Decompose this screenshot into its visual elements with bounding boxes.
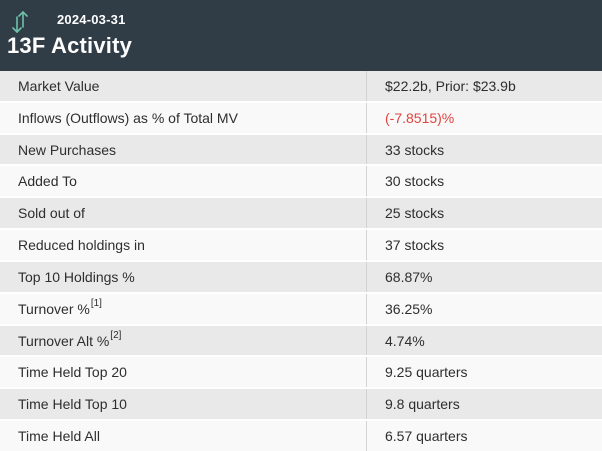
row-label-text: Sold out of (18, 205, 85, 222)
row-value: $22.2b, Prior: $23.9b (385, 77, 516, 94)
stats-table: Market Value $22.2b, Prior: $23.9b Inflo… (0, 71, 602, 451)
row-label: Time Held Top 10 (0, 389, 367, 420)
row-label: Inflows (Outflows) as % of Total MV (0, 102, 367, 133)
table-row-new-purchases: New Purchases 33 stocks (0, 134, 602, 167)
row-value: 25 stocks (385, 205, 445, 222)
row-label: Turnover Alt % [2] (0, 325, 367, 356)
footnote-marker-1: [1] (90, 298, 102, 310)
report-date: 2024-03-31 (57, 12, 126, 27)
table-row-time-held-top20: Time Held Top 20 9.25 quarters (0, 357, 602, 390)
row-label: New Purchases (0, 134, 367, 165)
row-label-text: Turnover % (18, 300, 90, 317)
row-label-text: Market Value (18, 77, 100, 94)
row-label: Time Held Top 20 (0, 357, 367, 388)
table-row-time-held-top10: Time Held Top 10 9.8 quarters (0, 389, 602, 422)
table-row-added-to: Added To 30 stocks (0, 166, 602, 199)
row-label-text: Inflows (Outflows) as % of Total MV (18, 109, 238, 126)
table-row-top10-holdings-pct: Top 10 Holdings % 68.87% (0, 261, 602, 294)
row-value: 30 stocks (385, 173, 445, 190)
table-row-inflows-outflows: Inflows (Outflows) as % of Total MV (-7.… (0, 102, 602, 135)
page-title: 13F Activity (7, 33, 133, 58)
row-value: 36.25% (385, 300, 433, 317)
row-label-text: Added To (18, 173, 77, 190)
table-row-turnover-alt-pct: Turnover Alt % [2] 4.74% (0, 325, 602, 358)
table-row-turnover-pct: Turnover % [1] 36.25% (0, 293, 602, 326)
row-label-text: Reduced holdings in (18, 237, 145, 254)
row-value: 9.25 quarters (385, 364, 468, 381)
row-label: Turnover % [1] (0, 293, 367, 324)
row-label-text: Time Held Top 10 (18, 396, 127, 413)
row-value: 37 stocks (385, 237, 445, 254)
footnote-marker-2: [2] (110, 330, 122, 342)
row-label-text: Top 10 Holdings % (18, 268, 135, 285)
row-label: Reduced holdings in (0, 230, 367, 260)
row-label-text: Time Held All (18, 428, 100, 445)
row-label: Time Held All (0, 421, 367, 451)
row-label-text: New Purchases (18, 141, 117, 158)
row-label-text: Turnover Alt % (18, 332, 110, 349)
row-value-negative: (-7.8515)% (385, 109, 455, 126)
table-row-sold-out-of: Sold out of 25 stocks (0, 198, 602, 231)
row-value: 68.87% (385, 268, 433, 285)
row-value: 6.57 quarters (385, 428, 468, 445)
row-value: 33 stocks (385, 141, 445, 158)
table-row-market-value: Market Value $22.2b, Prior: $23.9b (0, 71, 602, 103)
row-label: Added To (0, 166, 367, 197)
table-row-time-held-all: Time Held All 6.57 quarters (0, 421, 602, 451)
row-label-text: Time Held Top 20 (18, 364, 127, 381)
row-label: Market Value (0, 71, 367, 101)
row-label: Sold out of (0, 198, 367, 229)
table-row-reduced-holdings: Reduced holdings in 37 stocks (0, 230, 602, 262)
swap-vertical-arrows-icon (12, 9, 28, 41)
row-value: 4.74% (385, 332, 425, 349)
row-label: Top 10 Holdings % (0, 261, 367, 292)
card-header: 2024-03-31 13F Activity (0, 0, 602, 71)
row-value: 9.8 quarters (385, 396, 460, 413)
